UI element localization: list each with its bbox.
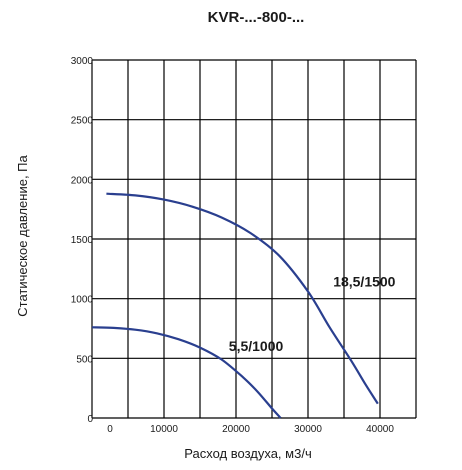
series-line-2 xyxy=(91,326,282,419)
grid xyxy=(91,59,417,419)
x-tick-label: 40000 xyxy=(366,424,394,435)
y-tick-label: 3000 xyxy=(71,56,94,67)
y-tick-label: 0 xyxy=(87,414,93,425)
series-label-2: 5,5/1000 xyxy=(229,338,284,354)
y-axis-label: Статическое давление, Па xyxy=(15,155,30,317)
x-tick-label: 20000 xyxy=(222,424,250,435)
curve-labels: 18,5/1500 5,5/1000 xyxy=(229,274,396,354)
y-tick-label: 2500 xyxy=(71,116,94,127)
curves xyxy=(91,192,379,419)
chart-title: KVR-...-800-... xyxy=(208,9,305,26)
x-tick-label: 10000 xyxy=(150,424,178,435)
y-tick-label: 500 xyxy=(76,354,93,365)
x-tick-label: 30000 xyxy=(294,424,322,435)
x-axis-label: Расход воздуха, м3/ч xyxy=(184,446,311,461)
x-tick-label: 0 xyxy=(107,424,113,435)
y-tick-label: 1500 xyxy=(71,235,94,246)
y-tick-labels: 0 500 1000 1500 2000 2500 3000 xyxy=(71,56,94,425)
y-tick-label: 1000 xyxy=(71,295,94,306)
series-label-1: 18,5/1500 xyxy=(333,274,395,290)
series-line-1 xyxy=(106,192,379,405)
y-tick-label: 2000 xyxy=(71,175,94,186)
x-tick-labels: 0 10000 20000 30000 40000 xyxy=(107,424,394,435)
